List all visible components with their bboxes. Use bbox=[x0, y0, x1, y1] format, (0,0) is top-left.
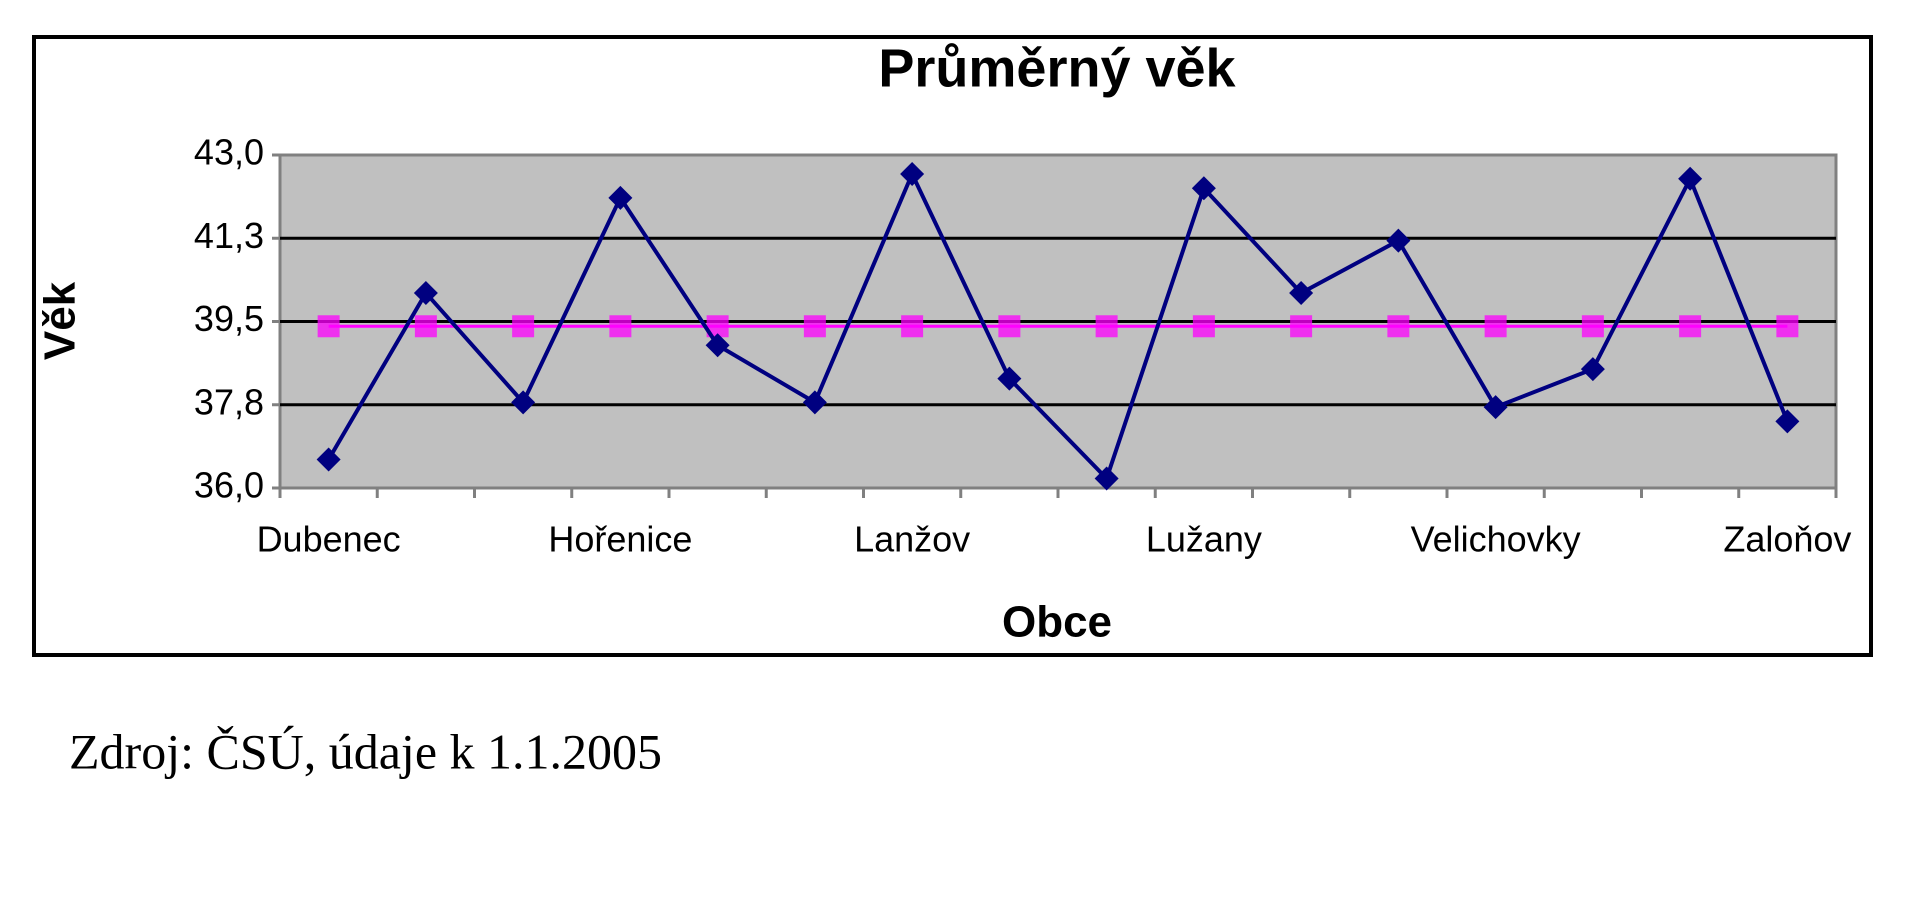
y-tick-label: 43,0 bbox=[194, 132, 264, 173]
source-note: Zdroj: ČSÚ, údaje k 1.1.2005 bbox=[69, 723, 662, 779]
marker bbox=[997, 366, 1022, 391]
marker bbox=[511, 390, 536, 415]
marker bbox=[608, 185, 633, 210]
marker bbox=[1094, 466, 1119, 491]
marker bbox=[1483, 395, 1508, 420]
x-tick-label: Lužany bbox=[1146, 519, 1262, 560]
marker bbox=[1775, 409, 1800, 434]
marker bbox=[802, 390, 827, 415]
marker bbox=[1192, 315, 1215, 338]
marker bbox=[1095, 315, 1118, 338]
chart-title: Průměrný věk bbox=[878, 38, 1236, 98]
marker bbox=[1580, 357, 1605, 382]
marker bbox=[901, 315, 924, 338]
marker bbox=[1387, 315, 1410, 338]
series-line bbox=[326, 169, 1790, 483]
x-tick-label: Lanžov bbox=[854, 519, 970, 560]
marker bbox=[414, 315, 437, 338]
marker bbox=[803, 315, 826, 338]
marker bbox=[706, 315, 729, 338]
y-tick-label: 36,0 bbox=[194, 465, 264, 506]
marker bbox=[1581, 315, 1604, 338]
marker bbox=[609, 315, 632, 338]
y-tick-label: 41,3 bbox=[194, 215, 264, 256]
x-axis-title: Obce bbox=[1002, 598, 1112, 647]
y-tick-label: 37,8 bbox=[194, 381, 264, 422]
x-tick-label: Velichovky bbox=[1411, 519, 1581, 560]
marker bbox=[1289, 280, 1314, 305]
marker bbox=[705, 333, 730, 358]
marker bbox=[1484, 315, 1507, 338]
x-tick-label: Dubenec bbox=[257, 519, 401, 560]
marker bbox=[317, 315, 340, 338]
marker bbox=[1191, 176, 1216, 201]
x-tick-label: Zaloňov bbox=[1723, 519, 1851, 560]
y-axis-title: Věk bbox=[36, 281, 85, 360]
marker bbox=[1776, 315, 1799, 338]
marker bbox=[1679, 315, 1702, 338]
marker bbox=[998, 315, 1021, 338]
marker bbox=[512, 315, 535, 338]
y-tick-label: 39,5 bbox=[194, 298, 264, 339]
x-tick-label: Hořenice bbox=[548, 519, 692, 560]
marker bbox=[1290, 315, 1313, 338]
marker bbox=[1386, 228, 1411, 253]
marker bbox=[1678, 166, 1703, 191]
marker bbox=[413, 280, 438, 305]
marker bbox=[316, 447, 341, 472]
marker bbox=[900, 162, 925, 187]
